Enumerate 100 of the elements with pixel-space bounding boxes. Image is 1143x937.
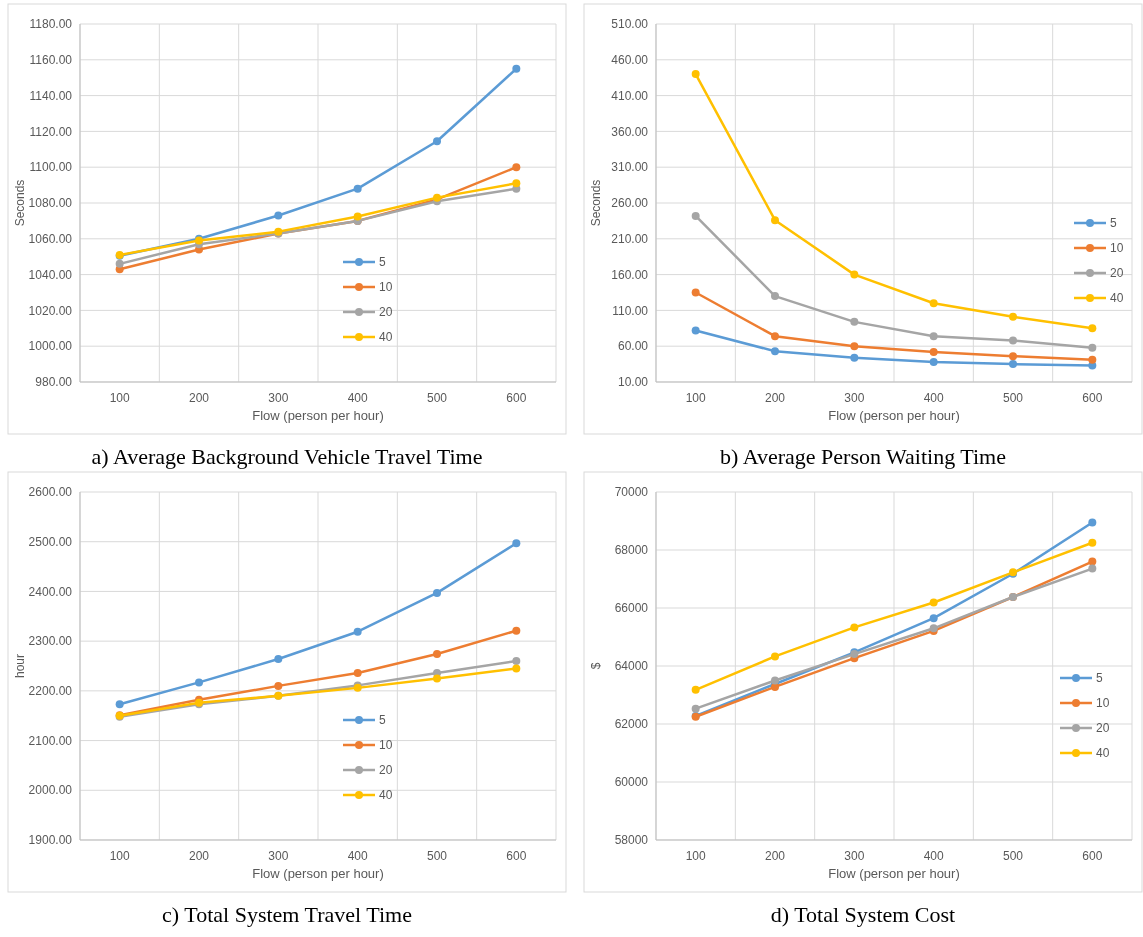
- text: b) Average Person Waiting Time: [720, 444, 1006, 469]
- y-tick-label: 1900.00: [28, 833, 73, 848]
- point: [1088, 355, 1097, 364]
- legend-label: 10: [379, 280, 393, 295]
- y-tick-label: 1060.00: [28, 232, 73, 246]
- legend-label: 10: [1110, 241, 1124, 256]
- y-tick-label: 360.00: [611, 124, 649, 139]
- legend-label: 20: [1096, 721, 1110, 736]
- y-tick-label: 1160.00: [29, 53, 73, 67]
- point: [850, 623, 859, 632]
- point: [850, 270, 859, 279]
- point: [115, 700, 124, 709]
- point: [512, 626, 521, 635]
- y-tick-label: 1000.00: [28, 339, 73, 354]
- y-tick-label: 1020.00: [28, 303, 73, 318]
- point: [512, 657, 521, 666]
- y-tick-label: 58000: [614, 833, 649, 848]
- legend-label: 5: [1096, 671, 1103, 686]
- x-tick-label: 600: [1082, 849, 1103, 863]
- point: [1088, 538, 1097, 547]
- point: [274, 211, 283, 220]
- y-tick-label: 2300.00: [28, 634, 73, 649]
- y-tick-label: 510.00: [611, 17, 649, 32]
- point: [353, 184, 362, 193]
- x-tick-label: 100: [109, 849, 130, 863]
- point: [850, 342, 859, 351]
- y-tick-label: 2200.00: [28, 684, 73, 699]
- point: [1009, 336, 1017, 345]
- point: [1088, 564, 1097, 573]
- y-tick-label: 2400.00: [28, 584, 73, 599]
- y-axis-title: $: [589, 662, 603, 670]
- y-tick-label: 1040.00: [28, 267, 73, 282]
- legend-label: 20: [1110, 266, 1124, 281]
- point: [850, 317, 859, 326]
- point: [771, 332, 779, 341]
- point: [691, 704, 700, 713]
- x-tick-label: 400: [347, 391, 368, 405]
- legend-label: 5: [379, 255, 386, 270]
- point: [691, 288, 700, 297]
- x-tick-label: 400: [347, 849, 368, 863]
- point: [1088, 343, 1097, 352]
- y-tick-label: 70000: [614, 485, 649, 500]
- x-tick-label: 200: [764, 391, 786, 405]
- point: [512, 539, 521, 548]
- x-tick-label: 500: [426, 391, 448, 405]
- y-axis-title: Seconds: [13, 179, 27, 227]
- point: [691, 685, 700, 694]
- y-tick-label: 1080.00: [28, 196, 73, 211]
- point: [274, 655, 283, 664]
- point: [512, 163, 521, 172]
- point: [433, 650, 441, 659]
- point: [691, 211, 700, 220]
- x-axis-title: Flow (person per hour): [828, 866, 960, 881]
- point: [512, 664, 521, 673]
- point: [512, 64, 521, 73]
- point: [1088, 557, 1097, 566]
- x-tick-label: 500: [1002, 849, 1024, 863]
- y-tick-label: 2100.00: [28, 733, 73, 748]
- y-tick-label: 1120.00: [29, 124, 73, 139]
- legend-label: 40: [1096, 746, 1110, 761]
- x-tick-label: 300: [268, 849, 289, 863]
- point: [691, 326, 700, 335]
- x-tick-label: 200: [188, 391, 210, 405]
- y-tick-label: 1140.00: [29, 88, 73, 103]
- x-tick-label: 200: [188, 849, 210, 863]
- x-tick-label: 100: [109, 391, 130, 405]
- point: [1009, 352, 1017, 361]
- point: [929, 347, 938, 356]
- text: c) Total System Travel Time: [162, 902, 412, 927]
- point: [929, 299, 938, 308]
- y-tick-label: 1100.00: [29, 160, 73, 175]
- y-tick-label: 110.00: [612, 303, 649, 318]
- point: [1088, 324, 1097, 333]
- y-tick-label: 2500.00: [28, 534, 73, 549]
- x-tick-label: 100: [685, 391, 706, 405]
- point: [433, 674, 441, 683]
- x-axis-title: Flow (person per hour): [828, 408, 960, 423]
- legend-label: 5: [379, 713, 386, 728]
- y-tick-label: 2600.00: [28, 485, 73, 500]
- point: [771, 652, 779, 661]
- x-tick-label: 400: [923, 391, 944, 405]
- point: [433, 137, 441, 146]
- x-tick-label: 500: [1002, 391, 1024, 405]
- x-tick-label: 300: [844, 849, 865, 863]
- point: [115, 259, 124, 268]
- y-tick-label: 980.00: [35, 375, 73, 390]
- legend-label: 40: [1110, 291, 1124, 306]
- point: [771, 347, 779, 356]
- y-axis-title: hour: [13, 653, 27, 679]
- legend-label: 40: [379, 330, 393, 345]
- y-tick-label: 68000: [614, 543, 649, 558]
- point: [353, 668, 362, 677]
- legend-label: 40: [379, 788, 393, 803]
- y-tick-label: 2000.00: [28, 783, 73, 798]
- x-tick-label: 600: [1082, 391, 1103, 405]
- point: [929, 332, 938, 341]
- point: [274, 681, 283, 690]
- y-tick-label: 60.00: [617, 339, 649, 354]
- x-tick-label: 200: [764, 849, 786, 863]
- x-tick-label: 500: [426, 849, 448, 863]
